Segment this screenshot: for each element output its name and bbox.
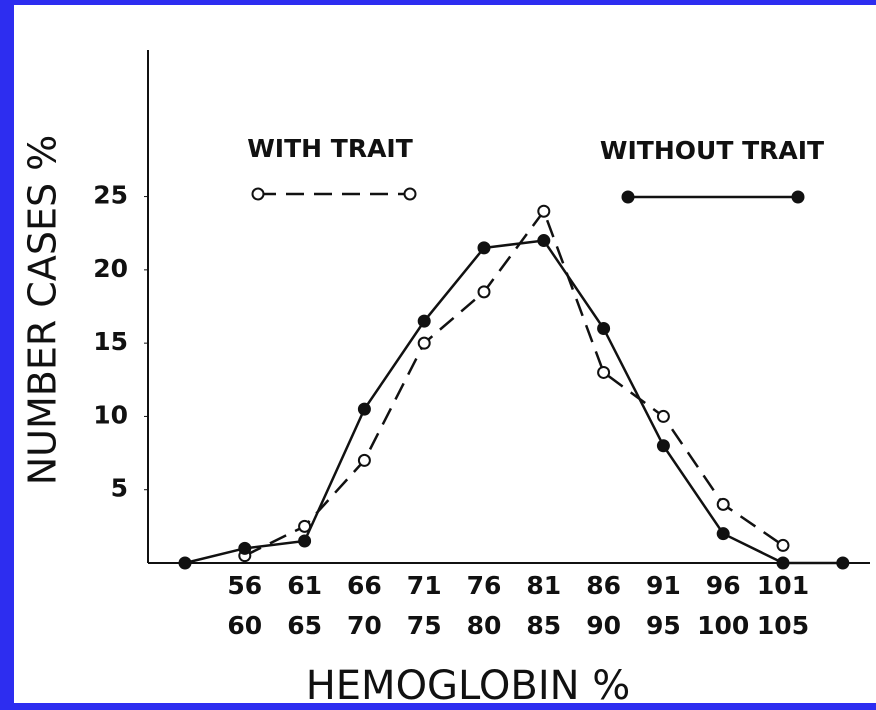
point (716, 497, 730, 511)
point (357, 453, 371, 467)
point (417, 314, 431, 328)
legend-marker (251, 187, 265, 201)
point (776, 556, 790, 570)
x-tick-label: 91 (646, 571, 681, 600)
point (357, 402, 371, 416)
x-tick-label: 101 (757, 571, 809, 600)
x-tick-label: 96 (706, 571, 741, 600)
x-tick-label: 66 (347, 571, 382, 600)
x-tick-label: 85 (526, 611, 561, 640)
x-tick-label: 70 (347, 611, 382, 640)
legend-marker (791, 190, 805, 204)
point (477, 285, 491, 299)
point (298, 534, 312, 548)
x-tick-label: 76 (467, 571, 502, 600)
y-tick-label: 10 (93, 400, 128, 429)
y-tick-label: 5 (111, 474, 128, 503)
x-tick-label: 105 (757, 611, 809, 640)
point (477, 241, 491, 255)
series-line (244, 208, 784, 557)
point (836, 556, 850, 570)
panel (14, 5, 876, 703)
x-tick-label: 86 (586, 571, 621, 600)
x-tick-label: 100 (697, 611, 749, 640)
point (597, 321, 611, 335)
x-tick-label: 71 (407, 571, 442, 600)
x-tick-label: 90 (586, 611, 621, 640)
x-tick-label: 61 (287, 571, 322, 600)
legend-marker (403, 187, 417, 201)
point (716, 527, 730, 541)
x-tick-label: 81 (526, 571, 561, 600)
series-line (184, 239, 843, 565)
point (597, 365, 611, 379)
y-tick-label: 15 (93, 327, 128, 356)
point (537, 234, 551, 248)
y-axis-label: NUMBER CASES % (21, 135, 65, 486)
point (178, 556, 192, 570)
legend-label: WITHOUT TRAIT (600, 136, 824, 165)
legend-label: WITH TRAIT (247, 134, 413, 163)
point (537, 204, 551, 218)
x-tick-label: 75 (407, 611, 442, 640)
x-tick-label: 95 (646, 611, 681, 640)
x-tick-label: 80 (467, 611, 502, 640)
point (238, 541, 252, 555)
x-tick-label: 56 (227, 571, 262, 600)
point (656, 409, 670, 423)
x-tick-label: 60 (227, 611, 262, 640)
y-tick-label: 25 (93, 181, 128, 210)
point (776, 538, 790, 552)
legend-marker (621, 190, 635, 204)
point (656, 439, 670, 453)
y-tick-label: 20 (93, 254, 128, 283)
x-axis-label: HEMOGLOBIN % (306, 663, 631, 709)
x-tick-label: 65 (287, 611, 322, 640)
point (417, 336, 431, 350)
